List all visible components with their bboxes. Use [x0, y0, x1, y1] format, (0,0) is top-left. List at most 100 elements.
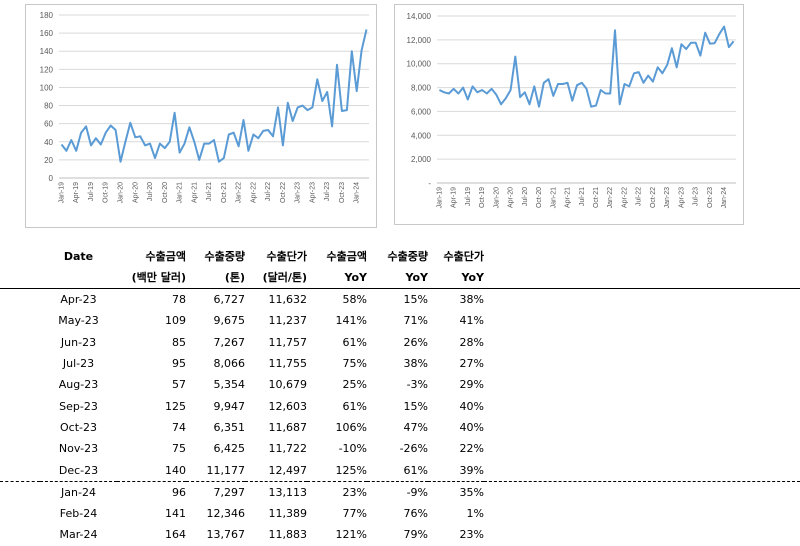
x-tick-label: Apr-20: [132, 182, 139, 203]
table-cell: 7,297: [186, 480, 245, 503]
x-tick-label: Jan-24: [354, 182, 361, 204]
table-row: Mar-24 164 13,767 11,883 121% 79% 23%: [0, 524, 800, 545]
cell-date: Sep-23: [59, 399, 98, 413]
table-cell: 75%: [342, 357, 367, 371]
table-cell: 38%: [403, 357, 428, 371]
y-tick-label: 60: [44, 120, 53, 129]
x-tick-label: Jan-23: [295, 182, 302, 204]
table-cell: 121%: [335, 528, 367, 542]
table-cell: 11,757: [268, 335, 308, 349]
table-cell: 109: [165, 314, 186, 328]
header-date-sub: [40, 266, 117, 289]
header-export-value-yoy-sub: YoY: [307, 266, 367, 289]
y-tick-label: 0: [49, 174, 54, 183]
x-tick-label: Jan-22: [236, 182, 243, 204]
table-cell: 47%: [403, 420, 428, 434]
table-cell: 58%: [342, 293, 367, 307]
header-export-weight: 수출중량: [204, 250, 245, 263]
header-export-value-yoy: 수출금액: [326, 250, 367, 263]
export-data-table: Date 수출금액 수출중량 수출단가 수출금액 수출중량 수출단가 (백만 달…: [0, 246, 800, 546]
x-tick-label: Jul-19: [88, 182, 95, 201]
table-cell: 1%: [466, 507, 484, 521]
header-export-unit-price-unit: (달러/톤): [245, 266, 307, 289]
y-tick-label: 140: [40, 47, 54, 56]
cell-date: May-23: [58, 314, 99, 328]
y-tick-label: 20: [44, 156, 53, 165]
table-header-row-1: Date 수출금액 수출중량 수출단가 수출금액 수출중량 수출단가: [0, 246, 800, 266]
table-cell: 141: [165, 507, 186, 521]
table-cell: 12,497: [268, 463, 308, 477]
x-tick-label: Oct-22: [650, 187, 657, 208]
table-cell: 6,727: [213, 293, 246, 307]
table-cell: 61%: [342, 335, 367, 349]
table-cell: 106%: [335, 420, 367, 434]
table-cell: 11,177: [206, 463, 246, 477]
x-tick-label: Apr-22: [621, 187, 628, 208]
y-tick-label: 120: [40, 65, 54, 74]
x-tick-label: Apr-21: [565, 187, 572, 208]
x-tick-label: Jan-19: [436, 187, 443, 209]
table-cell: 28%: [459, 335, 484, 349]
cell-date: Mar-24: [59, 528, 98, 542]
x-tick-label: Jul-19: [465, 187, 472, 206]
table-cell: 15%: [403, 399, 428, 413]
table-cell: -10%: [338, 442, 367, 456]
x-tick-label: Jul-23: [324, 182, 331, 201]
table-cell: 9,675: [213, 314, 246, 328]
x-tick-label: Oct-22: [280, 182, 287, 203]
table-cell: 74: [172, 420, 186, 434]
table-row: Aug-23 57 5,354 10,679 25% -3% 29%: [0, 374, 800, 395]
table-cell: 57: [172, 378, 186, 392]
x-tick-label: Jan-22: [607, 187, 614, 209]
y-tick-label: 40: [44, 138, 53, 147]
chart-export-value: 0 20 40 60 80 100 120 140 160 180 Jan-19 Apr-19 Jul-…: [25, 4, 377, 228]
x-tick-label: Oct-19: [479, 187, 486, 208]
y-tick-label: 160: [40, 29, 54, 38]
table-cell: 164: [165, 528, 186, 542]
table-cell: 8,066: [213, 357, 246, 371]
x-tick-label: Apr-20: [508, 187, 515, 208]
y-tick-label: 14,000: [407, 12, 432, 21]
table-cell: 39%: [459, 463, 484, 477]
table-cell: 61%: [403, 463, 428, 477]
header-export-unit-price-yoy: 수출단가: [443, 250, 484, 263]
table-row: Jan-24 96 7,297 13,113 23% -9% 35%: [0, 480, 800, 503]
chart-export-unit-price-svg: - 2,000 4,000 6,000 8,000 10,000 12,000 14,000 J…: [407, 12, 736, 209]
x-tick-label: Apr-23: [309, 182, 316, 203]
table-cell: 29%: [459, 378, 484, 392]
table-cell: 38%: [459, 293, 484, 307]
x-tick-label: Oct-19: [103, 182, 110, 203]
x-tick-label: Jan-20: [118, 182, 125, 204]
x-tick-label: Jul-21: [206, 182, 213, 201]
table-cell: 6,425: [213, 442, 246, 456]
x-tick-label: Apr-19: [73, 182, 80, 203]
table-cell: -3%: [406, 378, 428, 392]
table-cell: 141%: [335, 314, 367, 328]
table-cell: 61%: [342, 399, 367, 413]
table-cell: 11,687: [268, 420, 308, 434]
cell-date: Oct-23: [60, 420, 97, 434]
x-tick-label: Jan-24: [721, 187, 728, 209]
cell-date: Aug-23: [58, 378, 99, 392]
y-tick-label: 2,000: [411, 155, 432, 164]
y-tick-label: 180: [40, 11, 54, 20]
table-cell: 11,389: [268, 507, 308, 521]
table-cell: 7,267: [213, 335, 246, 349]
table-row: Apr-23 78 6,727 11,632 58% 15% 38%: [0, 289, 800, 311]
table-cell: 22%: [459, 442, 484, 456]
table-cell: 23%: [307, 480, 367, 503]
table-cell: 11,722: [268, 442, 308, 456]
table-header-row-2: (백만 달러) (톤) (달러/톤) YoY YoY YoY: [0, 266, 800, 289]
table-row: Sep-23 125 9,947 12,603 61% 15% 40%: [0, 395, 800, 416]
table-cell: 71%: [403, 314, 428, 328]
table-cell: 75: [172, 442, 186, 456]
x-tick-label: Jul-22: [636, 187, 643, 206]
table-cell: 5,354: [213, 378, 246, 392]
x-tick-label: Jan-21: [177, 182, 184, 204]
table-row: Dec-23 140 11,177 12,497 125% 61% 39%: [0, 459, 800, 481]
table-cell: 6,351: [213, 420, 246, 434]
table-cell: 125: [165, 399, 186, 413]
table-cell: 11,755: [268, 357, 308, 371]
y-tick-label: 10,000: [407, 60, 432, 69]
table-cell: 140: [165, 463, 186, 477]
